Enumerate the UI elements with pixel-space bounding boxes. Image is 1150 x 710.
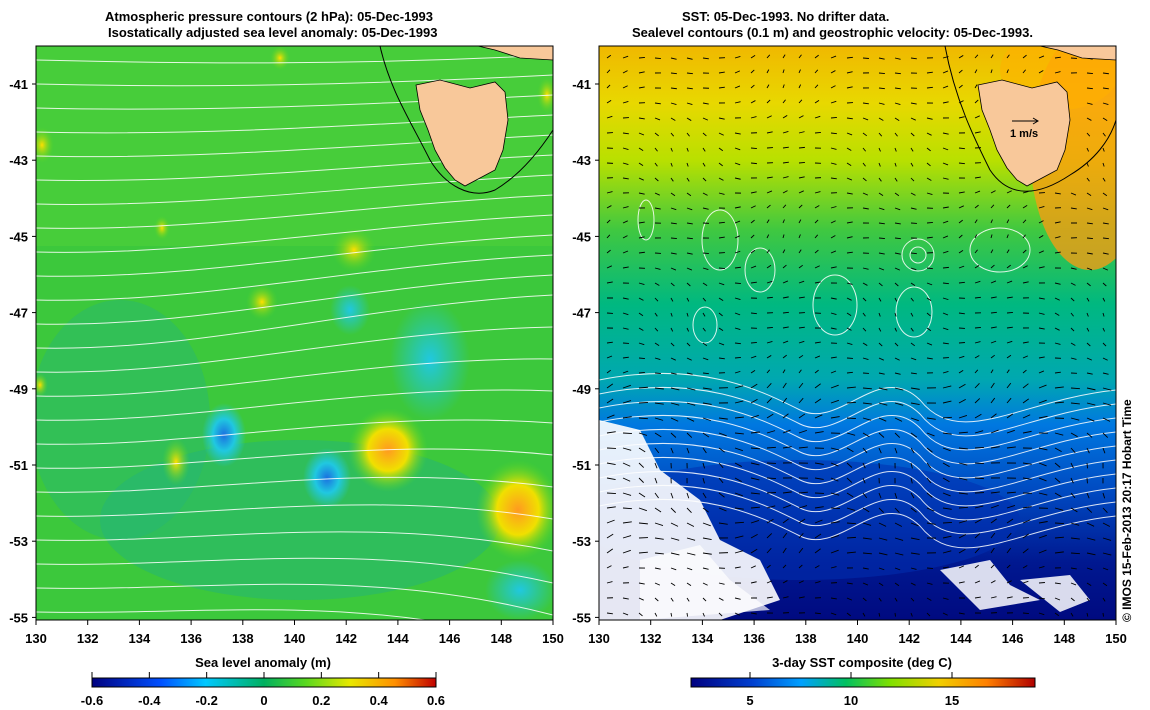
- left-title-line1: Atmospheric pressure contours (2 hPa): 0…: [105, 9, 433, 24]
- right-lon-tick: 146: [1002, 631, 1024, 646]
- left-title-line2: Isostatically adjusted sea level anomaly…: [108, 25, 438, 40]
- left-lat-tick: -51: [9, 458, 28, 473]
- left-colorbar-tick: 0.2: [312, 693, 330, 708]
- left-lon-tick: 146: [439, 631, 461, 646]
- left-lon-tick: 142: [335, 631, 357, 646]
- tasmania-land: [415, 79, 509, 187]
- left-lat-tick: -55: [9, 610, 28, 625]
- left-lon-tick: 138: [232, 631, 254, 646]
- left-lat-tick: -49: [9, 382, 28, 397]
- right-lat-tick: -45: [572, 229, 591, 244]
- left-lon-tick: 150: [542, 631, 564, 646]
- left-map: [36, 46, 553, 620]
- left-lon-tick: 148: [490, 631, 512, 646]
- right-lon-tick: 138: [795, 631, 817, 646]
- right-lon-tick: 144: [950, 631, 972, 646]
- left-lon-tick: 132: [77, 631, 99, 646]
- right-lon-tick: 150: [1105, 631, 1127, 646]
- right-lon-tick: 148: [1053, 631, 1075, 646]
- left-colorbar-tick: -0.4: [138, 693, 161, 708]
- left-colorbar-ticks: -0.6 -0.4 -0.2 0 0.2 0.4 0.6: [81, 672, 445, 708]
- right-lat-tick: -43: [572, 153, 591, 168]
- left-colorbar-label: Sea level anomaly (m): [195, 655, 331, 670]
- left-colorbar-tick: -0.6: [81, 693, 103, 708]
- left-lat-tick: -47: [9, 306, 28, 321]
- left-lon-tick: 130: [25, 631, 47, 646]
- right-lon-tick: 130: [588, 631, 610, 646]
- right-lon-tick: 136: [743, 631, 765, 646]
- right-map: 1 m/s: [599, 46, 1116, 620]
- left-lat-tick: -45: [9, 229, 28, 244]
- left-lon-tick: 136: [180, 631, 202, 646]
- right-title-line2: Sealevel contours (0.1 m) and geostrophi…: [632, 25, 1033, 40]
- left-lat-tick: -43: [9, 153, 28, 168]
- left-axes: -41 -43 -45 -47 -49 -51 -53 -55 130 132 134 136 138 1…: [9, 77, 564, 646]
- velocity-arrows: [606, 54, 1112, 617]
- sealevel-contours: [599, 199, 1116, 549]
- right-colorbar-tick: 15: [945, 693, 959, 708]
- credit-text: © IMOS 15-Feb-2013 20:17 Hobart Time: [1120, 399, 1134, 622]
- mainland-land: [477, 46, 553, 61]
- right-colorbar: [690, 677, 1036, 688]
- right-title-line1: SST: 05-Dec-1993. No drifter data.: [682, 9, 890, 24]
- right-lat-tick: -49: [572, 382, 591, 397]
- left-lat-tick: -41: [9, 77, 28, 92]
- right-lat-tick: -55: [572, 610, 591, 625]
- left-colorbar: [91, 677, 437, 688]
- right-colorbar-ticks: 5 10 15: [746, 672, 959, 708]
- right-lat-tick: -47: [572, 306, 591, 321]
- velocity-scale-label: 1 m/s: [1010, 128, 1038, 140]
- right-colorbar-tick: 10: [844, 693, 858, 708]
- right-lon-tick: 132: [640, 631, 662, 646]
- right-lat-tick: -41: [572, 77, 591, 92]
- right-lat-tick: -51: [572, 458, 591, 473]
- left-colorbar-tick: -0.2: [195, 693, 217, 708]
- mainland-land-sst: [1039, 46, 1116, 61]
- right-lon-tick: 142: [898, 631, 920, 646]
- right-lon-tick: 140: [847, 631, 869, 646]
- right-axes: -41 -43 -45 -47 -49 -51 -53 -55 130 132 134 136 138 1…: [572, 77, 1127, 646]
- left-colorbar-tick: 0.4: [370, 693, 389, 708]
- right-colorbar-tick: 5: [746, 693, 753, 708]
- tasmania-land-sst: [977, 79, 1071, 187]
- left-lon-tick: 144: [387, 631, 409, 646]
- left-colorbar-tick: 0.6: [427, 693, 445, 708]
- right-lat-tick: -53: [572, 534, 591, 549]
- right-colorbar-label: 3-day SST composite (deg C): [772, 655, 952, 670]
- left-lon-tick: 134: [129, 631, 151, 646]
- left-lat-tick: -53: [9, 534, 28, 549]
- left-lon-tick: 140: [284, 631, 306, 646]
- right-lon-tick: 134: [692, 631, 714, 646]
- left-colorbar-tick: 0: [260, 693, 267, 708]
